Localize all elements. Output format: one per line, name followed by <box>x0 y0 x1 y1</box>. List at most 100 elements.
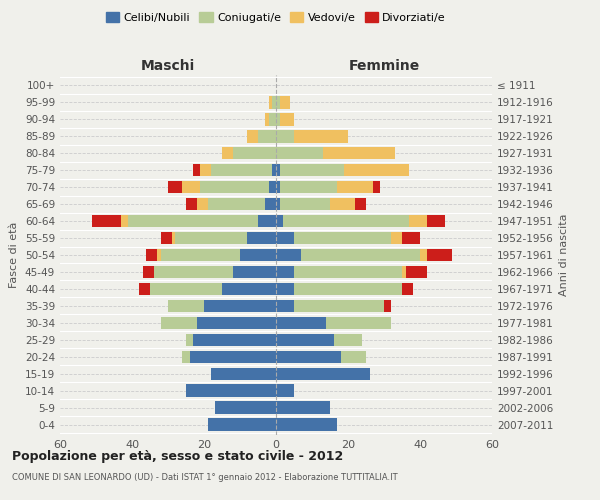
Bar <box>272 96 276 108</box>
Bar <box>211 368 276 380</box>
Legend: Celibi/Nubili, Coniugati/e, Vedovi/e, Divorziati/e: Celibi/Nubili, Coniugati/e, Vedovi/e, Di… <box>101 8 451 28</box>
Bar <box>280 96 290 108</box>
Bar <box>276 232 294 244</box>
Bar <box>391 232 402 244</box>
Text: Popolazione per età, sesso e stato civile - 2012: Popolazione per età, sesso e stato civil… <box>12 450 343 463</box>
Bar <box>143 266 154 278</box>
Bar <box>294 232 391 244</box>
Bar <box>276 316 326 330</box>
Bar <box>409 214 427 228</box>
Bar <box>240 248 276 262</box>
Bar <box>294 130 348 142</box>
Bar <box>197 316 276 330</box>
Bar <box>402 282 413 296</box>
Bar <box>276 198 280 210</box>
Bar <box>294 266 402 278</box>
Bar <box>121 214 128 228</box>
Bar <box>157 248 161 262</box>
Bar <box>233 266 276 278</box>
Bar <box>186 334 193 346</box>
Bar <box>294 300 384 312</box>
Bar <box>211 164 272 176</box>
Bar <box>128 214 258 228</box>
Bar <box>276 368 370 380</box>
Bar <box>215 402 276 414</box>
Bar <box>280 180 337 194</box>
Bar <box>283 214 409 228</box>
Bar <box>208 198 265 210</box>
Bar <box>269 113 276 126</box>
Bar <box>276 164 280 176</box>
Bar <box>276 402 330 414</box>
Bar <box>247 232 276 244</box>
Bar <box>276 418 337 431</box>
Bar <box>190 350 276 364</box>
Bar <box>222 282 276 296</box>
Bar <box>355 198 366 210</box>
Text: Maschi: Maschi <box>141 60 195 74</box>
Bar <box>154 266 233 278</box>
Text: COMUNE DI SAN LEONARDO (UD) - Dati ISTAT 1° gennaio 2012 - Elaborazione TUTTITAL: COMUNE DI SAN LEONARDO (UD) - Dati ISTAT… <box>12 472 398 482</box>
Bar <box>200 164 211 176</box>
Bar <box>150 282 222 296</box>
Bar <box>186 384 276 397</box>
Bar <box>200 180 269 194</box>
Bar <box>161 316 197 330</box>
Bar <box>406 266 427 278</box>
Bar <box>280 198 330 210</box>
Y-axis label: Anni di nascita: Anni di nascita <box>559 214 569 296</box>
Bar <box>373 180 380 194</box>
Bar <box>247 130 258 142</box>
Bar <box>265 113 269 126</box>
Bar <box>276 130 294 142</box>
Y-axis label: Fasce di età: Fasce di età <box>10 222 19 288</box>
Bar <box>420 248 427 262</box>
Bar <box>276 282 294 296</box>
Bar <box>276 214 283 228</box>
Bar <box>193 164 200 176</box>
Bar <box>168 180 182 194</box>
Bar <box>326 316 391 330</box>
Bar <box>172 232 175 244</box>
Bar <box>301 248 420 262</box>
Bar <box>197 198 208 210</box>
Text: Femmine: Femmine <box>349 60 419 74</box>
Bar <box>182 350 190 364</box>
Bar <box>186 198 197 210</box>
Bar <box>402 266 406 278</box>
Bar <box>139 282 150 296</box>
Bar <box>344 164 409 176</box>
Bar <box>208 418 276 431</box>
Bar <box>276 266 294 278</box>
Bar <box>402 232 420 244</box>
Bar <box>182 180 200 194</box>
Bar <box>175 232 247 244</box>
Bar <box>280 113 294 126</box>
Bar <box>427 214 445 228</box>
Bar <box>276 334 334 346</box>
Bar <box>168 300 204 312</box>
Bar <box>337 180 373 194</box>
Bar <box>276 96 280 108</box>
Bar <box>258 214 276 228</box>
Bar <box>384 300 391 312</box>
Bar <box>161 232 172 244</box>
Bar <box>258 130 276 142</box>
Bar <box>294 282 402 296</box>
Bar <box>276 384 294 397</box>
Bar <box>276 300 294 312</box>
Bar <box>323 146 395 160</box>
Bar <box>146 248 157 262</box>
Bar <box>269 96 272 108</box>
Bar <box>334 334 362 346</box>
Bar <box>276 350 341 364</box>
Bar <box>276 113 280 126</box>
Bar <box>222 146 233 160</box>
Bar <box>272 164 276 176</box>
Bar <box>92 214 121 228</box>
Bar <box>427 248 452 262</box>
Bar <box>276 180 280 194</box>
Bar <box>193 334 276 346</box>
Bar <box>330 198 355 210</box>
Bar <box>204 300 276 312</box>
